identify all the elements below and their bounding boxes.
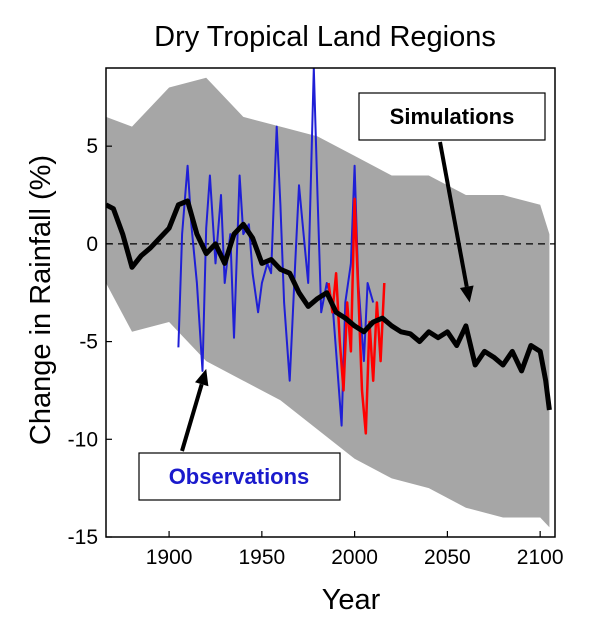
observations-arrow-shaft bbox=[180, 383, 204, 452]
chart-title: Dry Tropical Land Regions bbox=[154, 21, 496, 53]
x-axis-label: Year bbox=[322, 584, 381, 616]
simulations-mean-line bbox=[106, 198, 552, 411]
x-tick-label: 2100 bbox=[517, 546, 564, 569]
x-tick-label: 2000 bbox=[331, 546, 378, 569]
x-tick-label: 2050 bbox=[424, 546, 471, 569]
simulations-label-box bbox=[358, 92, 546, 141]
x-tick-label: 1950 bbox=[238, 546, 285, 569]
simulations-annotation: Simulations bbox=[358, 92, 546, 303]
plot-area bbox=[106, 68, 555, 528]
y-tick-label: 0 bbox=[86, 233, 98, 256]
y-axis-label: Change in Rainfall (%) bbox=[25, 155, 57, 445]
observations-label-box bbox=[138, 452, 341, 501]
simulations-arrow bbox=[438, 141, 474, 303]
y-tick-label: -5 bbox=[79, 331, 98, 354]
y-axis: 5 0 -5 -10 -15 bbox=[68, 135, 112, 549]
y-tick-label: -15 bbox=[68, 526, 98, 549]
observations-arrow bbox=[180, 368, 209, 452]
observations-arrow-head bbox=[195, 368, 209, 387]
x-tick-label: 1900 bbox=[146, 546, 193, 569]
y-tick-label: -10 bbox=[68, 428, 98, 451]
x-axis: 1900 1950 2000 2050 2100 bbox=[146, 531, 564, 569]
recent-observations-line bbox=[327, 197, 386, 435]
simulations-arrow-shaft bbox=[438, 141, 469, 288]
observations-annotation: Observations bbox=[138, 368, 341, 501]
observations-line bbox=[177, 68, 375, 427]
y-tick-label: 5 bbox=[86, 135, 98, 158]
plot-frame bbox=[105, 67, 556, 538]
simulations-range-band bbox=[106, 77, 550, 528]
simulations-label: Simulations bbox=[390, 104, 515, 129]
observations-label: Observations bbox=[169, 464, 310, 489]
simulations-arrow-head bbox=[459, 285, 474, 303]
